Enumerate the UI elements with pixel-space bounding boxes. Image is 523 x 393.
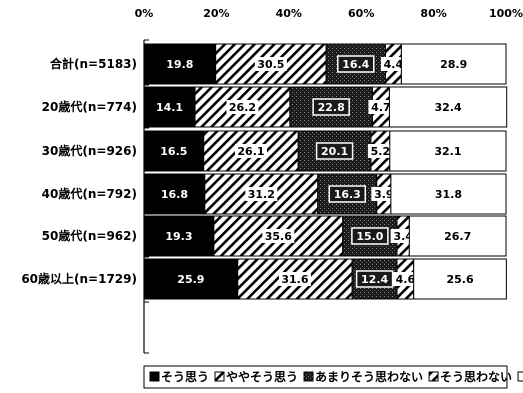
value-label: 26.2 xyxy=(229,101,256,114)
legend-swatch xyxy=(149,371,160,382)
bar-segment xyxy=(143,86,196,128)
bar-segment xyxy=(143,215,215,257)
legend-label: そう思う xyxy=(161,370,209,384)
value-label: 16.8 xyxy=(161,188,188,201)
value-label-box xyxy=(355,270,394,288)
x-axis-ticks: 0% 20% 40% 60% 80% 100% xyxy=(135,7,523,20)
bar-segment xyxy=(389,130,507,172)
value-label: 14.1 xyxy=(156,101,183,114)
x-tick-label: 100% xyxy=(489,7,523,20)
category-label: 40歳代(n=792) xyxy=(42,186,137,201)
value-label: 32.4 xyxy=(435,101,462,114)
value-label: 26.1 xyxy=(237,145,264,158)
bar-segment xyxy=(143,130,205,172)
value-label-backdrop xyxy=(262,229,295,243)
value-label-backdrop xyxy=(245,187,278,201)
value-label: 25.9 xyxy=(177,273,204,286)
bars: 19.8 30.5 16.4 4.4 28.9 14.1 26.2 22.8 4.7 32.4 16… xyxy=(143,43,508,300)
value-label: 15.0 xyxy=(356,230,383,243)
value-label-box xyxy=(337,55,375,73)
value-label-backdrop xyxy=(226,100,259,114)
value-label: 16.4 xyxy=(342,58,369,71)
category-label: 20歳代(n=774) xyxy=(42,99,137,114)
value-label: 4.7 xyxy=(371,101,391,114)
value-label: 31.8 xyxy=(435,188,462,201)
value-label: 5.2 xyxy=(371,145,391,158)
value-label-box xyxy=(351,227,389,245)
value-label-backdrop xyxy=(278,272,311,286)
bar-segment xyxy=(143,258,239,300)
bar-segment xyxy=(413,258,507,300)
x-tick-label: 0% xyxy=(135,7,154,20)
value-label-backdrop xyxy=(380,57,406,71)
value-label-backdrop xyxy=(371,187,397,201)
x-tick-label: 60% xyxy=(348,7,374,20)
value-label: 32.1 xyxy=(434,145,461,158)
x-tick-label: 20% xyxy=(203,7,229,20)
value-label-box xyxy=(328,185,367,203)
legend-label: あまりそう思わない xyxy=(315,370,423,384)
category-label: 60歳以上(n=1729) xyxy=(21,271,137,286)
category-label: 50歳代(n=962) xyxy=(42,228,137,243)
value-label: 30.5 xyxy=(257,58,284,71)
legend-swatch xyxy=(214,371,225,382)
value-label-backdrop xyxy=(254,57,287,71)
value-label: 4.4 xyxy=(384,58,404,71)
value-label: 4.6 xyxy=(396,273,416,286)
value-label: 16.3 xyxy=(334,188,361,201)
value-label-box xyxy=(315,142,354,160)
value-label: 12.4 xyxy=(361,273,388,286)
value-label-backdrop xyxy=(392,272,418,286)
legend-label: ややそう思う xyxy=(226,370,298,384)
x-tick-label: 80% xyxy=(420,7,446,20)
bar-segment xyxy=(400,43,507,85)
category-labels: 合計(n=5183) 20歳代(n=774) 30歳代(n=926) 40歳代(n=7… xyxy=(21,56,137,286)
value-label: 3.4 xyxy=(393,230,413,243)
value-label-backdrop xyxy=(234,144,267,158)
value-label: 31.6 xyxy=(281,273,308,286)
value-label: 26.7 xyxy=(444,230,471,243)
legend-swatch xyxy=(428,371,439,382)
value-label: 28.9 xyxy=(440,58,467,71)
bar-segment xyxy=(408,215,507,257)
value-label-backdrop xyxy=(368,100,394,114)
value-label: 3.9 xyxy=(374,188,394,201)
x-tick-label: 40% xyxy=(276,7,302,20)
bar-segment xyxy=(297,130,372,172)
value-label: 16.5 xyxy=(160,145,187,158)
category-label: 合計(n=5183) xyxy=(50,56,137,71)
category-label: 30歳代(n=926) xyxy=(42,143,137,158)
bar-segment xyxy=(390,173,507,215)
value-label: 31.2 xyxy=(248,188,275,201)
bar-segment xyxy=(143,173,206,215)
value-label: 25.6 xyxy=(446,273,473,286)
legend-swatch xyxy=(303,371,314,382)
bar-segment xyxy=(388,86,508,128)
value-label-box xyxy=(312,98,350,116)
value-label: 20.1 xyxy=(321,145,348,158)
legend-box xyxy=(143,365,508,389)
value-label: 35.6 xyxy=(265,230,292,243)
legend-swatch xyxy=(517,371,523,382)
value-label-backdrop xyxy=(367,144,393,158)
legend-label: そう思わない xyxy=(440,370,512,384)
value-label: 19.8 xyxy=(166,58,193,71)
value-label: 19.3 xyxy=(165,230,192,243)
legend: そう思うややそう思うあまりそう思わないそう思わないわからない xyxy=(143,365,523,389)
value-label: 22.8 xyxy=(318,101,345,114)
